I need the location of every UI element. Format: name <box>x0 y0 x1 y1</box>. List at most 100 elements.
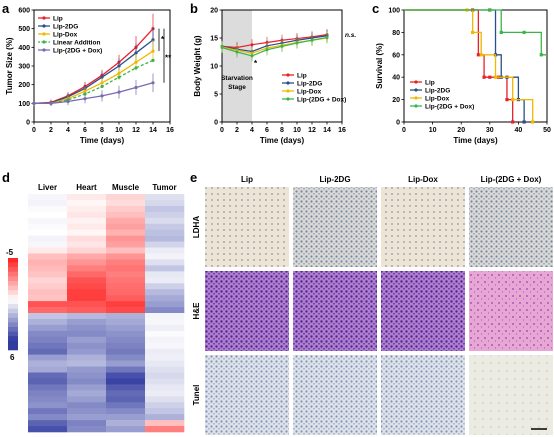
censor-mark <box>488 75 492 79</box>
heatmap-cell <box>106 265 146 272</box>
heatmap-cell <box>106 330 146 338</box>
heatmap-column-label: Muscle <box>112 183 140 192</box>
heatmap-cell <box>145 211 185 219</box>
heatmap-cell <box>67 366 107 373</box>
heatmap-cell <box>145 348 185 355</box>
legend-marker <box>414 88 418 92</box>
scale-bar-step <box>8 308 18 314</box>
scale-bar-step <box>8 322 18 328</box>
heatmap-cell <box>67 390 107 397</box>
heatmap-cell <box>67 384 107 391</box>
y-tick-label: 200 <box>18 82 30 89</box>
legend-entry: Lip-2DG <box>53 24 78 31</box>
heatmap-cell <box>106 217 146 225</box>
data-point <box>100 94 104 98</box>
histology-image <box>381 187 465 267</box>
series-line <box>221 34 328 49</box>
scale-bar-step <box>8 336 18 342</box>
data-point <box>250 54 254 58</box>
y-axis-label: Body Weight (g) <box>193 35 202 97</box>
significance-mark: ** <box>165 54 172 63</box>
scale-bar-step <box>8 327 18 332</box>
legend-marker <box>286 97 290 101</box>
heatmap-cell <box>28 199 68 207</box>
x-tick-label: 20 <box>457 127 465 134</box>
histology-row-label: H&E <box>192 302 201 320</box>
x-tick-label: 6 <box>83 127 87 134</box>
heatmap-cell <box>106 205 146 213</box>
legend-marker <box>286 73 290 77</box>
significance-mark: * <box>254 59 258 68</box>
heatmap-cell <box>106 414 146 421</box>
heatmap-cell <box>67 372 107 379</box>
heatmap-cell <box>28 301 68 308</box>
scale-bar-step <box>8 331 18 337</box>
data-point <box>83 89 87 93</box>
heatmap-cell <box>28 354 68 361</box>
scale-bar-step <box>8 267 18 273</box>
legend-marker <box>414 104 418 108</box>
histology-image <box>469 187 553 267</box>
panel-letter-b: b <box>190 1 198 16</box>
heatmap-cell <box>28 229 68 236</box>
data-point <box>117 90 121 94</box>
data-point <box>117 71 121 76</box>
heatmap-cell <box>106 283 146 290</box>
heatmap-cell <box>145 342 185 349</box>
heatmap-cell <box>28 324 68 332</box>
heatmap-cell <box>67 354 107 361</box>
histology-image <box>205 355 289 435</box>
data-point <box>134 66 138 70</box>
data-point <box>134 51 138 55</box>
x-tick-label: 0 <box>220 127 224 134</box>
panel-letter-d: d <box>2 170 10 185</box>
histology-image <box>293 355 377 435</box>
x-tick-label: 14 <box>149 127 157 134</box>
x-axis-label: Time (days) <box>80 136 125 145</box>
heatmap-cell <box>67 229 107 236</box>
heatmap-cell <box>145 253 185 260</box>
legend-marker <box>42 32 46 36</box>
heatmap-cell <box>145 194 185 201</box>
heatmap-cell <box>28 408 68 415</box>
heatmap-cell <box>67 247 107 254</box>
data-point <box>265 48 269 52</box>
x-tick-label: 50 <box>543 127 551 134</box>
heatmap-cell <box>28 360 68 367</box>
heatmap-cell <box>106 420 146 427</box>
heatmap-cell <box>67 307 107 314</box>
heatmap-cell <box>67 295 107 302</box>
censor-mark <box>511 98 515 102</box>
heatmap-cell <box>106 223 146 230</box>
heatmap-cell <box>145 259 185 266</box>
heatmap-cell <box>106 354 146 361</box>
histology-column-label: Lip-Dox <box>408 175 438 184</box>
heatmap-cell <box>145 283 185 290</box>
y-tick-label: 80 <box>392 30 400 37</box>
heatmap-cell <box>145 241 185 248</box>
censor-mark <box>539 53 543 57</box>
heatmap-cell <box>145 313 185 320</box>
data-point <box>235 50 239 54</box>
x-tick-label: 30 <box>486 127 494 134</box>
y-tick-label: 100 <box>388 8 400 15</box>
heatmap-cell <box>106 384 146 391</box>
heatmap-cell <box>106 348 146 355</box>
heatmap-cell <box>106 259 146 266</box>
heatmap-cell <box>145 330 185 338</box>
x-tick-label: 12 <box>308 127 316 134</box>
heatmap-cell <box>67 259 107 266</box>
heatmap-cell <box>106 360 146 367</box>
y-tick-label: 20 <box>210 8 218 15</box>
censor-mark <box>479 53 483 57</box>
censor-mark <box>499 30 503 34</box>
heatmap-cell <box>67 426 107 433</box>
heatmap-cell <box>28 265 68 272</box>
heatmap-cell <box>28 223 68 230</box>
histology-row-label: LDHA <box>192 216 201 238</box>
censor-mark <box>471 30 475 34</box>
data-point <box>280 44 284 48</box>
heatmap-cell <box>28 330 68 338</box>
heatmap-cell <box>106 307 146 314</box>
